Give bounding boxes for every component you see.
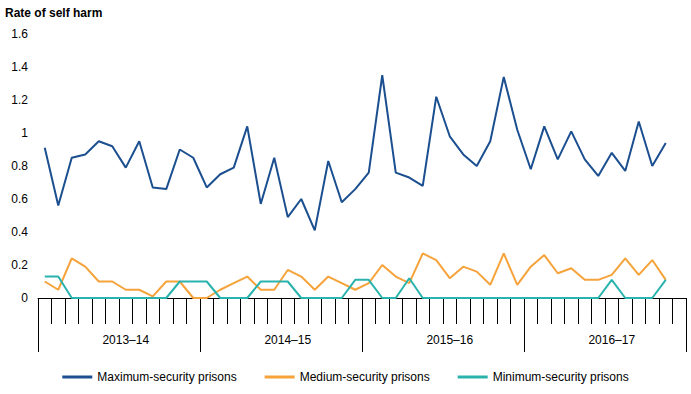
svg-text:1.6: 1.6 [11, 27, 28, 41]
svg-text:1.2: 1.2 [11, 93, 28, 107]
svg-text:1: 1 [21, 126, 28, 140]
svg-text:0.4: 0.4 [11, 225, 28, 239]
svg-text:2016–17: 2016–17 [588, 333, 635, 347]
svg-text:2013–14: 2013–14 [102, 333, 149, 347]
svg-text:Rate of self harm: Rate of self harm [5, 6, 102, 20]
svg-text:Maximum-security prisons: Maximum-security prisons [97, 370, 236, 384]
svg-text:0.2: 0.2 [11, 258, 28, 272]
svg-text:2014–15: 2014–15 [264, 333, 311, 347]
svg-text:2015–16: 2015–16 [426, 333, 473, 347]
svg-text:0.6: 0.6 [11, 192, 28, 206]
svg-text:1.4: 1.4 [11, 60, 28, 74]
svg-text:Medium-security prisons: Medium-security prisons [300, 370, 430, 384]
svg-text:0.8: 0.8 [11, 159, 28, 173]
svg-text:0: 0 [21, 291, 28, 305]
svg-text:Minimum-security prisons: Minimum-security prisons [493, 370, 629, 384]
